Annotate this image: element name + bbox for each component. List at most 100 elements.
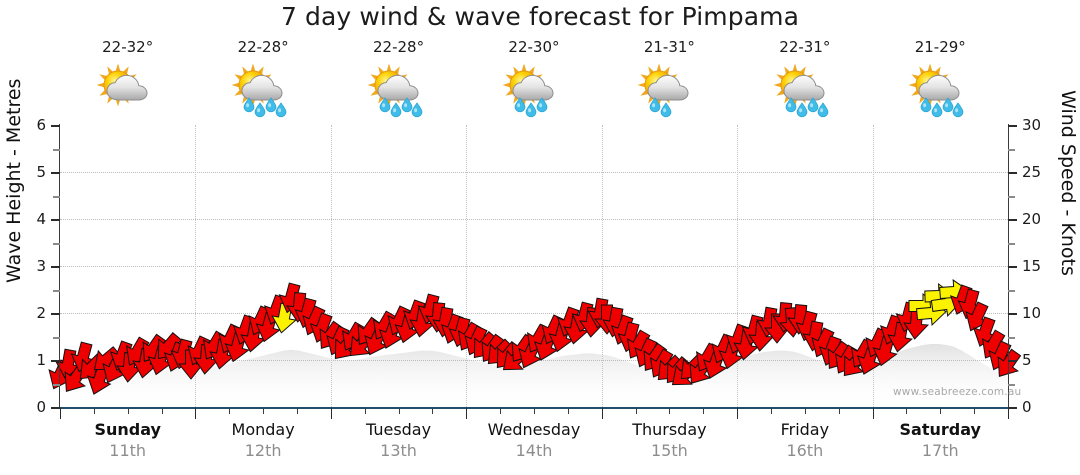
day-divider-gridline xyxy=(601,125,603,407)
day-boundary-tick xyxy=(466,408,468,419)
x-axis-tick xyxy=(974,408,976,414)
axis-tick xyxy=(51,125,60,127)
axis-tick xyxy=(53,383,60,386)
sun-behind-cloud-icon xyxy=(92,58,164,118)
day-name: Saturday xyxy=(899,420,981,439)
day-divider-gridline xyxy=(330,125,332,407)
axis-tick-label: 3 xyxy=(36,257,46,275)
day-label-friday: Friday 16th xyxy=(737,420,872,461)
day-name: Sunday xyxy=(94,420,161,439)
axis-tick xyxy=(51,172,60,174)
day-name: Wednesday xyxy=(487,420,581,439)
axis-tick xyxy=(1008,360,1017,362)
day-name: Monday xyxy=(231,420,295,439)
day-name: Thursday xyxy=(632,420,707,439)
axis-tick xyxy=(1008,125,1017,127)
axis-tick xyxy=(1008,172,1017,174)
day-header-monday: 22-28° xyxy=(195,38,330,118)
day-date: 14th xyxy=(515,441,553,460)
day-boundary-tick xyxy=(737,408,739,419)
x-axis-tick xyxy=(263,408,265,414)
day-date: 13th xyxy=(380,441,417,460)
day-label-monday: Monday 12th xyxy=(195,420,330,461)
temperature-range: 22-31° xyxy=(779,38,831,56)
x-axis-tick xyxy=(669,408,671,414)
axis-tick xyxy=(51,407,60,409)
day-header-strip: 22-32° 22-28° xyxy=(60,38,1008,128)
axis-tick xyxy=(53,148,60,151)
temperature-range: 22-28° xyxy=(237,38,289,56)
axis-tick xyxy=(51,313,60,315)
sun-behind-rain-cloud-icon xyxy=(227,58,299,118)
day-label-saturday: Saturday 17th xyxy=(873,420,1008,461)
axis-tick xyxy=(53,289,60,292)
day-date: 11th xyxy=(109,441,147,460)
axis-tick-label: 0 xyxy=(36,398,46,416)
day-header-tuesday: 22-28° xyxy=(331,38,466,118)
day-divider-gridline xyxy=(195,125,197,407)
day-header-thursday: 21-31° xyxy=(602,38,737,118)
sun-behind-rain-cloud-icon xyxy=(363,58,435,118)
axis-tick xyxy=(1008,148,1015,151)
axis-tick xyxy=(53,242,60,245)
axis-tick-label: 15 xyxy=(1022,257,1042,275)
left-axis-title: Wave Height - Metres xyxy=(3,78,25,283)
x-axis-tick xyxy=(93,408,95,414)
day-boundary-tick xyxy=(330,408,332,419)
horizontal-gridline xyxy=(60,266,1008,267)
x-axis-tick xyxy=(229,408,231,414)
axis-tick-label: 2 xyxy=(36,304,46,322)
watermark: www.seabreeze.com.au xyxy=(893,386,1022,398)
day-header-saturday: 21-29° xyxy=(873,38,1008,118)
axis-tick xyxy=(51,219,60,221)
day-name: Friday xyxy=(780,420,830,439)
axis-tick-label: 5 xyxy=(1022,351,1032,369)
axis-tick xyxy=(53,336,60,339)
day-boundary-tick xyxy=(60,408,61,419)
day-date: 17th xyxy=(921,441,959,460)
day-label-tuesday: Tuesday 13th xyxy=(331,420,466,461)
chart-plot-area xyxy=(48,125,1022,407)
day-divider-gridline xyxy=(872,125,874,407)
horizontal-gridline xyxy=(60,313,1008,314)
x-axis-tick xyxy=(534,408,535,414)
x-axis-tick xyxy=(906,408,908,414)
temperature-range: 21-31° xyxy=(643,38,695,56)
axis-tick xyxy=(1008,383,1015,386)
day-header-friday: 22-31° xyxy=(737,38,872,118)
day-date: 15th xyxy=(651,441,688,460)
x-axis-tick xyxy=(161,408,163,414)
x-axis-tick xyxy=(364,408,366,414)
day-boundary-tick xyxy=(872,408,874,419)
axis-tick-label: 10 xyxy=(1022,304,1042,322)
axis-tick xyxy=(53,195,60,198)
horizontal-gridline xyxy=(60,172,1008,173)
axis-tick xyxy=(1008,266,1017,268)
x-axis-tick xyxy=(804,408,806,414)
x-axis-tick xyxy=(635,408,637,414)
day-name: Tuesday xyxy=(365,420,432,439)
x-axis-tick xyxy=(771,408,772,414)
temperature-range: 22-30° xyxy=(508,38,560,56)
sun-behind-rain-cloud-icon xyxy=(769,58,841,118)
day-label-wednesday: Wednesday 14th xyxy=(466,420,601,461)
x-axis-tick xyxy=(500,408,502,414)
day-date: 12th xyxy=(244,441,282,460)
x-axis-tick xyxy=(567,408,569,414)
temperature-range: 21-29° xyxy=(914,38,966,56)
sun-behind-rain-cloud-icon xyxy=(904,58,976,118)
temperature-range: 22-28° xyxy=(372,38,425,56)
axis-tick-label: 1 xyxy=(36,351,46,369)
day-boundary-tick xyxy=(601,408,603,419)
day-label-sunday: Sunday 11th xyxy=(60,420,195,461)
day-header-wednesday: 22-30° xyxy=(466,38,601,118)
x-axis-tick xyxy=(297,408,298,414)
axis-tick xyxy=(1008,407,1017,409)
axis-tick xyxy=(1008,195,1015,198)
day-boundary-tick xyxy=(195,408,197,419)
axis-tick xyxy=(1008,289,1015,292)
axis-tick xyxy=(51,360,60,362)
day-divider-gridline xyxy=(737,125,739,407)
x-axis-tick xyxy=(432,408,434,414)
day-label-strip: Sunday 11th Monday 12th Tuesday 13th Wednes… xyxy=(60,420,1008,470)
